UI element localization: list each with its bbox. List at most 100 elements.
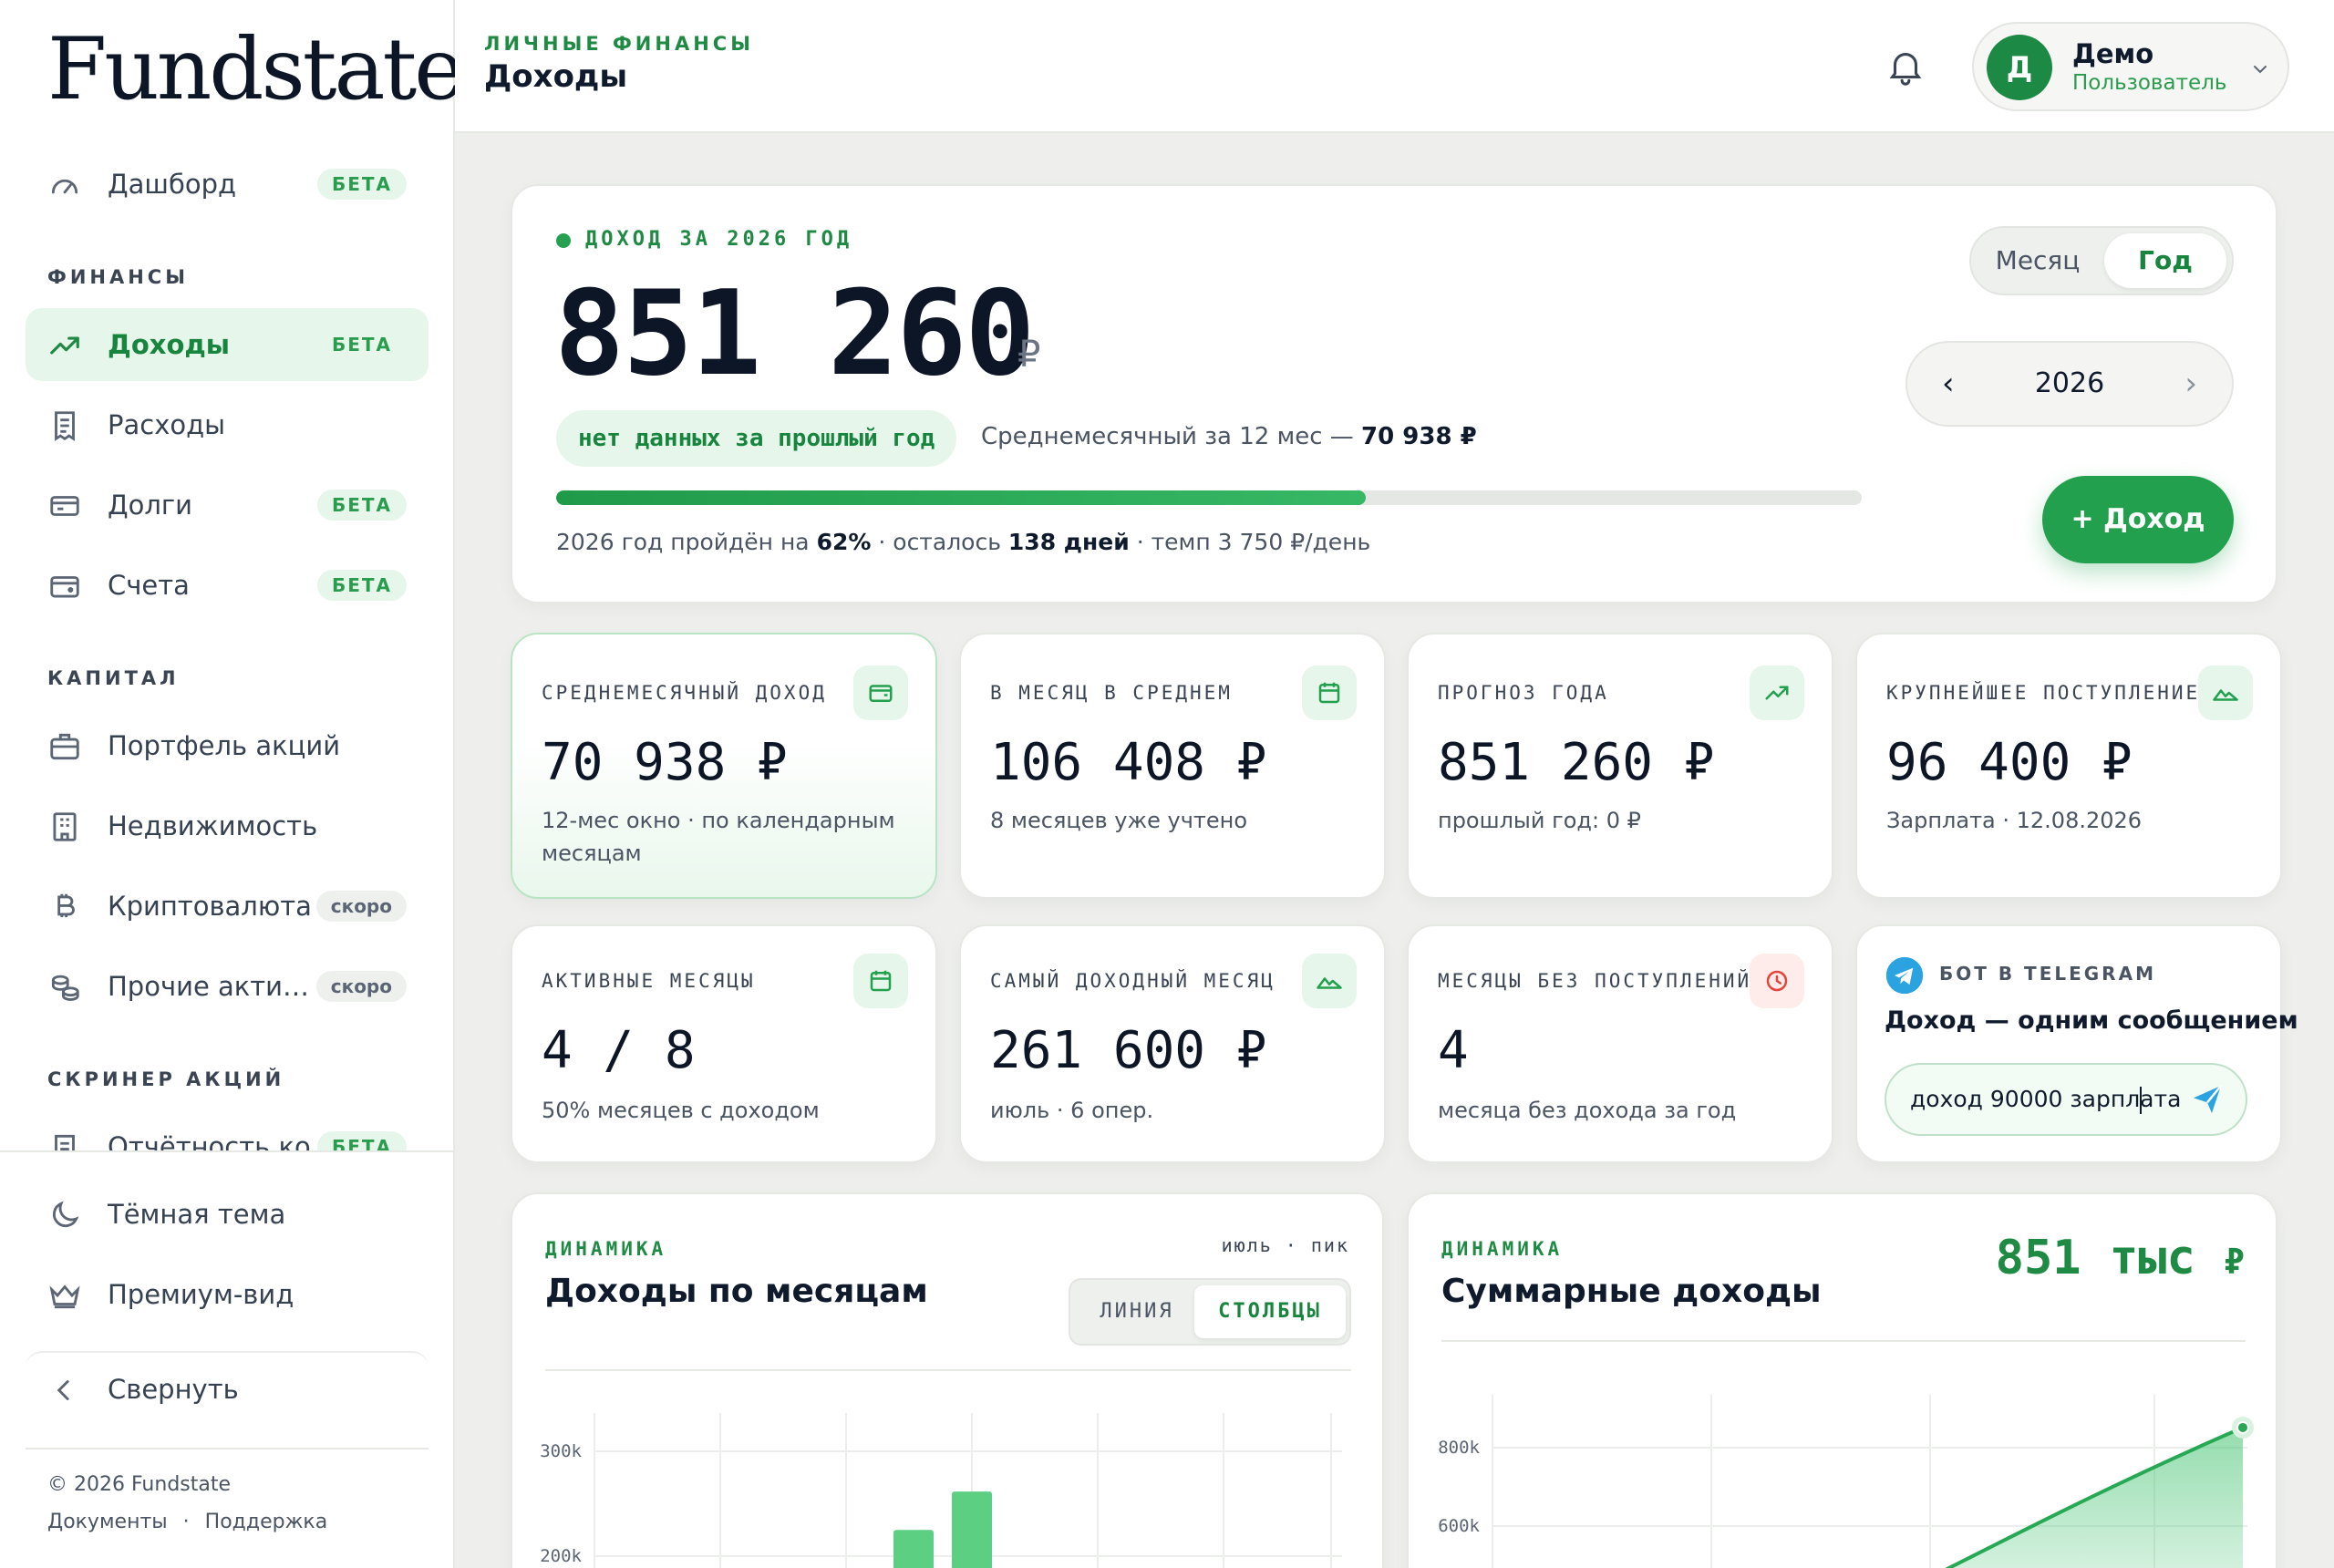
stat-value: 96 400 ₽	[1886, 733, 2133, 792]
telegram-input-value: доход 90000 зарплата	[1910, 1086, 2182, 1112]
calendar-icon	[1318, 682, 1340, 704]
sidebar-item-portfolio[interactable]: Портфель акций	[26, 709, 429, 782]
telegram-message-input[interactable]: доход 90000 зарплата	[1885, 1063, 2247, 1136]
beta-badge: БЕТА	[316, 570, 407, 601]
chart-total: 851 тыс ₽	[1996, 1231, 2245, 1285]
briefcase-icon	[50, 733, 79, 760]
monthly-average-text: Среднемесячный за 12 мес — 70 938 ₽	[981, 423, 1477, 450]
sidebar-item-crypto[interactable]: Криптовалюта скоро	[26, 870, 429, 943]
mode-line-option[interactable]: ЛИНИЯ	[1100, 1300, 1174, 1323]
telegram-label: БОТ В TELEGRAM	[1939, 963, 2156, 985]
stat-card-active-months: АКТИВНЫЕ МЕСЯЦЫ 4 / 8 50% месяцев с дохо…	[511, 924, 937, 1163]
y-tick-label: 300k	[540, 1441, 582, 1461]
sidebar-item-label: Доходы	[108, 329, 231, 360]
end-point[interactable]	[2236, 1420, 2249, 1434]
stat-sub: месяца без дохода за год	[1438, 1098, 1737, 1123]
sidebar-item-label: Отчётность ко…	[108, 1131, 337, 1150]
footer-separator: ·	[182, 1511, 190, 1533]
send-icon[interactable]	[2189, 1081, 2226, 1118]
trend-up-icon	[50, 336, 79, 355]
sidebar-item-label: Недвижимость	[108, 810, 318, 841]
section-label-finance: ФИНАНСЫ	[47, 266, 189, 288]
top-header: ЛИЧНЫЕ ФИНАНСЫ Доходы Д Демо Пользовател…	[455, 0, 2334, 133]
income-summary-card: ДОХОД ЗА 2026 ГОД 851 260 ₽ нет данных з…	[511, 184, 2277, 603]
wallet-icon	[869, 685, 893, 702]
period-toggle: Месяц Год	[1969, 226, 2234, 295]
sidebar-item-debts[interactable]: Долги БЕТА	[26, 469, 429, 542]
chart-divider	[1441, 1340, 2246, 1342]
stat-icon-wrap	[1302, 665, 1357, 720]
stat-icon-wrap	[1302, 954, 1357, 1008]
stat-label: МЕСЯЦЫ БЕЗ ПОСТУПЛЕНИЙ	[1438, 970, 1752, 992]
telegram-icon	[1885, 956, 1924, 995]
stat-icon-wrap	[2198, 665, 2253, 720]
dark-theme-label: Тёмная тема	[108, 1199, 286, 1230]
bell-icon[interactable]	[1885, 46, 1926, 88]
docs-link[interactable]: Документы	[47, 1511, 168, 1533]
trend-up-icon	[1765, 686, 1789, 700]
soon-badge: скоро	[315, 891, 407, 922]
user-role: Пользователь	[2072, 71, 2227, 95]
receipt-icon	[55, 411, 75, 441]
telegram-bot-card: БОТ В TELEGRAM Доход — одним сообщением …	[1855, 924, 2298, 1163]
premium-view-toggle[interactable]: Премиум-вид	[26, 1258, 429, 1331]
calendar-icon	[870, 970, 892, 992]
sidebar-item-other-assets[interactable]: Прочие акти… скоро	[26, 950, 429, 1023]
sidebar-item-accounts[interactable]: Счета БЕТА	[26, 549, 429, 622]
mode-bars-option[interactable]: СТОЛБЦЫ	[1194, 1285, 1346, 1338]
prev-year-badge: нет данных за прошлый год	[556, 410, 957, 467]
bar[interactable]	[952, 1491, 992, 1568]
period-year-option[interactable]: Год	[2104, 233, 2226, 288]
stat-label: КРУПНЕЙШЕЕ ПОСТУПЛЕНИЕ	[1886, 682, 2201, 704]
stat-card-per-month: В МЕСЯЦ В СРЕДНЕМ 106 408 ₽ 8 месяцев уж…	[959, 633, 1386, 899]
prev-year-button[interactable]: ‹	[1942, 366, 1955, 402]
sidebar-item-expenses[interactable]: Расходы	[26, 388, 429, 461]
footer-links: Документы · Поддержка	[47, 1511, 327, 1533]
sidebar-item-income[interactable]: Доходы БЕТА	[26, 308, 429, 381]
monthly-income-chart-card: ДИНАМИКА Доходы по месяцам июль · пик ЛИ…	[511, 1192, 1384, 1568]
stat-value: 261 600 ₽	[990, 1021, 1267, 1080]
stat-label: САМЫЙ ДОХОДНЫЙ МЕСЯЦ	[990, 970, 1275, 992]
chart-title: Суммарные доходы	[1441, 1273, 1822, 1310]
bar[interactable]	[893, 1530, 934, 1568]
sidebar-item-realestate[interactable]: Недвижимость	[26, 789, 429, 862]
progress-percent: 62%	[816, 529, 872, 555]
clock-icon	[1766, 970, 1788, 992]
user-menu[interactable]: Д Демо Пользователь	[1972, 22, 2289, 111]
sidebar-item-dashboard[interactable]: Дашборд БЕТА	[26, 148, 429, 221]
moon-icon	[52, 1201, 79, 1228]
stat-label: В МЕСЯЦ В СРЕДНЕМ	[990, 682, 1233, 704]
wallet-icon	[50, 576, 79, 598]
support-link[interactable]: Поддержка	[204, 1511, 328, 1533]
coins-icon	[51, 975, 79, 1001]
sidebar-item-reports[interactable]: Отчётность ко… БЕТА	[26, 1110, 429, 1150]
year-progress-fill	[556, 490, 1366, 505]
collapse-label: Свернуть	[108, 1374, 239, 1405]
card-icon	[50, 496, 79, 516]
stat-icon-wrap	[853, 665, 908, 720]
page-title: Доходы	[484, 58, 628, 95]
stat-sub: 8 месяцев уже учтено	[990, 808, 1247, 833]
next-year-button[interactable]: ›	[2184, 366, 2197, 402]
sidebar-item-label: Долги	[108, 490, 193, 521]
chart-total-value: 851 тыс	[1995, 1231, 2195, 1285]
hero-currency: ₽	[1017, 334, 1041, 376]
progress-text-a: 2026 год пройдён на	[556, 529, 810, 555]
add-income-button[interactable]: + Доход	[2042, 476, 2234, 563]
period-month-option[interactable]: Месяц	[1995, 245, 2081, 275]
chart-title: Доходы по месяцам	[545, 1273, 928, 1310]
collapse-sidebar-button[interactable]: Свернуть	[26, 1351, 429, 1424]
dark-theme-toggle[interactable]: Тёмная тема	[26, 1178, 429, 1251]
hero-total-value: 851 260	[554, 266, 1035, 402]
telegram-title: Доход — одним сообщением	[1885, 1006, 2298, 1035]
year-progress-bar	[556, 490, 1862, 505]
chart-total-currency: ₽	[2224, 1242, 2245, 1282]
chart-kicker: ДИНАМИКА	[545, 1238, 667, 1260]
app-logo[interactable]: Fundstate	[47, 20, 465, 119]
breadcrumb: ЛИЧНЫЕ ФИНАНСЫ	[484, 33, 754, 55]
stat-value: 851 260 ₽	[1438, 733, 1715, 792]
chart-peak-label: июль · пик	[1221, 1234, 1349, 1256]
mountain-icon	[2213, 689, 2238, 701]
premium-view-label: Премиум-вид	[108, 1279, 294, 1310]
chart-kicker: ДИНАМИКА	[1441, 1238, 1564, 1260]
